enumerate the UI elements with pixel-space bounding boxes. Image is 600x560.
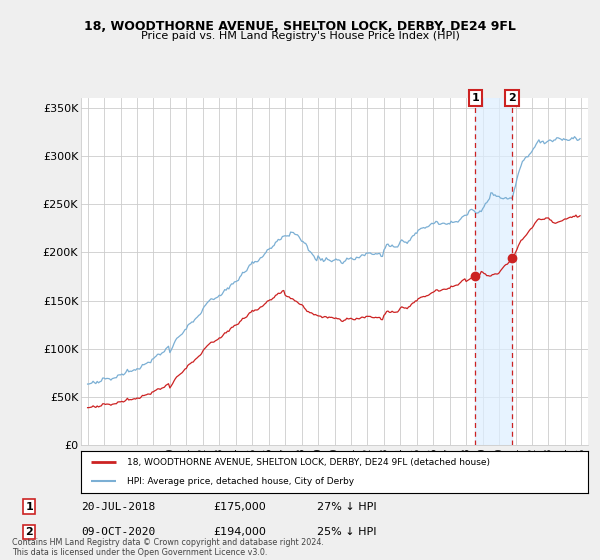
Text: 25% ↓ HPI: 25% ↓ HPI [317, 528, 377, 537]
Text: HPI: Average price, detached house, City of Derby: HPI: Average price, detached house, City… [127, 477, 354, 486]
Text: 18, WOODTHORNE AVENUE, SHELTON LOCK, DERBY, DE24 9FL (detached house): 18, WOODTHORNE AVENUE, SHELTON LOCK, DER… [127, 458, 490, 466]
Text: 1: 1 [472, 93, 479, 103]
Text: £175,000: £175,000 [214, 502, 266, 511]
Text: Price paid vs. HM Land Registry's House Price Index (HPI): Price paid vs. HM Land Registry's House … [140, 31, 460, 41]
Text: Contains HM Land Registry data © Crown copyright and database right 2024.
This d: Contains HM Land Registry data © Crown c… [12, 538, 324, 557]
Text: 1: 1 [25, 502, 33, 511]
Text: 09-OCT-2020: 09-OCT-2020 [81, 528, 155, 537]
Text: £194,000: £194,000 [214, 528, 266, 537]
Text: 20-JUL-2018: 20-JUL-2018 [81, 502, 155, 511]
Text: 2: 2 [508, 93, 516, 103]
Bar [475, 98, 512, 445]
Text: 18, WOODTHORNE AVENUE, SHELTON LOCK, DERBY, DE24 9FL: 18, WOODTHORNE AVENUE, SHELTON LOCK, DER… [84, 20, 516, 32]
Text: 27% ↓ HPI: 27% ↓ HPI [317, 502, 377, 511]
Text: 2: 2 [25, 528, 33, 537]
